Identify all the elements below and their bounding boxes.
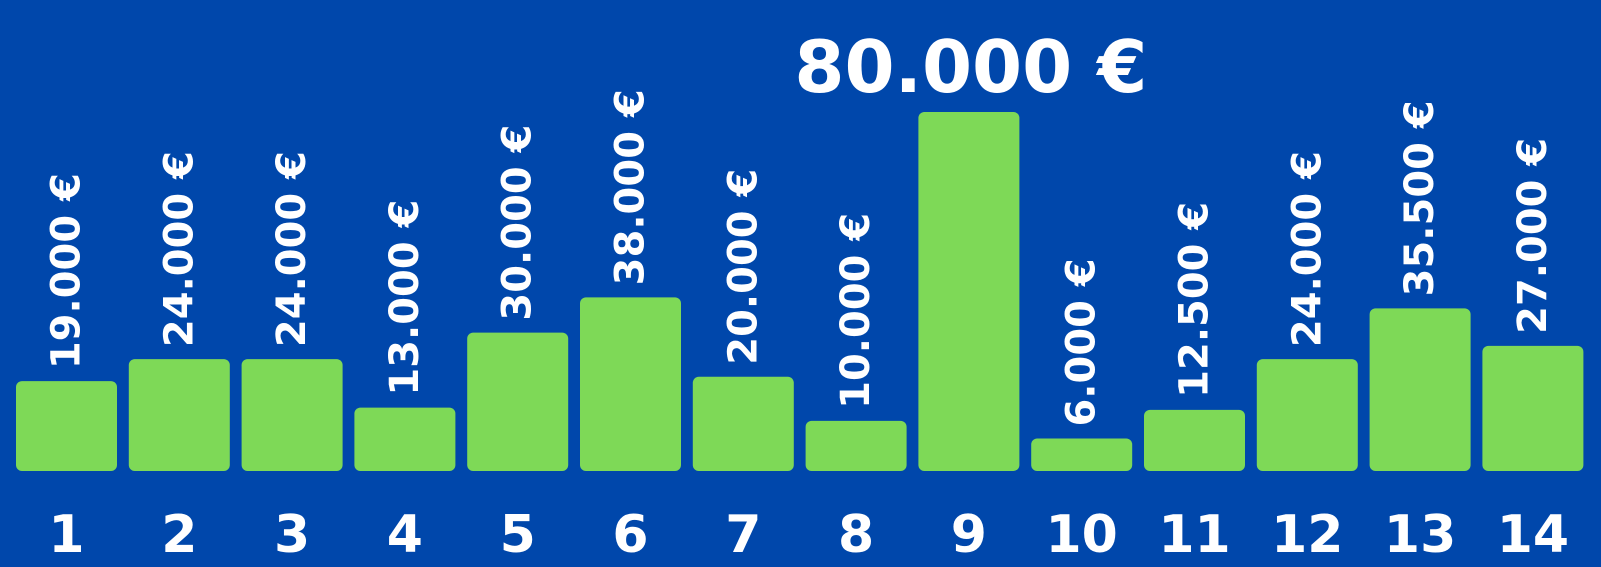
x-tick-label-14: 14	[1497, 505, 1569, 565]
x-tick-label-3: 3	[274, 505, 310, 565]
bar-13	[1369, 308, 1471, 471]
value-label-14: 27.000 €	[1510, 138, 1556, 334]
x-tick-label-4: 4	[387, 505, 423, 565]
x-tick-label-7: 7	[725, 505, 761, 565]
value-label-10: 6.000 €	[1059, 258, 1105, 426]
value-label-12: 24.000 €	[1284, 151, 1330, 347]
x-tick-label-5: 5	[500, 505, 536, 565]
x-tick-label-11: 11	[1158, 505, 1230, 565]
bar-3	[241, 359, 343, 471]
value-label-13: 35.500 €	[1397, 100, 1443, 296]
x-tick-label-9: 9	[951, 505, 987, 565]
x-tick-label-2: 2	[161, 505, 197, 565]
bar-7	[692, 376, 794, 471]
bars-group	[16, 112, 1584, 471]
bar-9	[918, 112, 1020, 471]
bar-10	[1031, 438, 1133, 471]
bar-5	[467, 332, 569, 471]
x-tick-label-13: 13	[1384, 505, 1456, 565]
value-label-4: 13.000 €	[382, 200, 428, 396]
value-label-1: 19.000 €	[44, 173, 90, 369]
value-label-2: 24.000 €	[156, 151, 202, 347]
bar-14	[1482, 345, 1584, 471]
x-tick-label-8: 8	[838, 505, 874, 565]
value-label-11: 12.500 €	[1172, 202, 1218, 398]
value-label-8: 10.000 €	[833, 213, 879, 409]
bar-8	[805, 420, 907, 471]
bar-2	[128, 359, 230, 471]
bar-12	[1256, 359, 1358, 471]
value-label-7: 20.000 €	[720, 169, 766, 365]
bar-4	[354, 407, 456, 471]
bar-11	[1144, 409, 1245, 471]
x-tick-labels-group: 1 2 3 4 5 6 7 8 9 10 11 12 13 14	[48, 505, 1569, 565]
value-label-5: 30.000 €	[495, 125, 541, 321]
x-tick-label-10: 10	[1046, 505, 1118, 565]
x-tick-label-12: 12	[1271, 505, 1343, 565]
value-label-6: 38.000 €	[608, 89, 654, 285]
bar-6	[580, 297, 681, 471]
value-label-3: 24.000 €	[269, 151, 315, 347]
value-labels-group: 19.000 € 24.000 € 24.000 € 13.000 € 30.000 €…	[44, 25, 1556, 427]
value-label-9: 80.000 €	[794, 25, 1147, 109]
bar-1	[16, 381, 117, 471]
x-tick-label-1: 1	[48, 505, 84, 565]
x-tick-label-6: 6	[612, 505, 648, 565]
